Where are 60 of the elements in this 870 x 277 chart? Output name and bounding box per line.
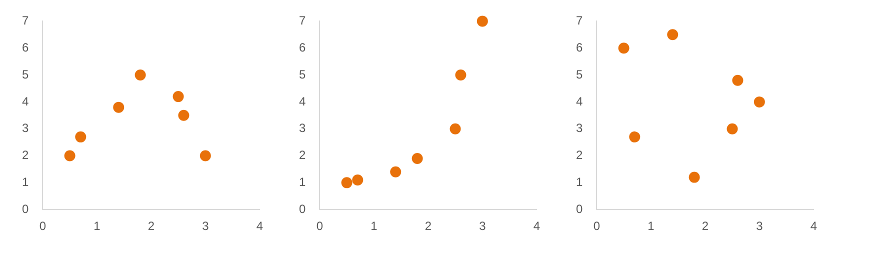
- point: [200, 150, 211, 162]
- point: [134, 70, 146, 81]
- x-tick-label: 2: [148, 219, 155, 234]
- point: [732, 74, 744, 86]
- point: [341, 177, 352, 188]
- x-tick-label: 4: [810, 219, 818, 234]
- point: [113, 102, 124, 113]
- y-tick-label: 6: [576, 40, 583, 54]
- y-tick-label: 3: [576, 121, 583, 136]
- y-tick-label: 0: [22, 202, 29, 216]
- y-tick-label: 3: [22, 121, 29, 136]
- point: [172, 91, 184, 102]
- y-tick-label: 0: [576, 202, 583, 216]
- y-tick-label: 4: [298, 94, 306, 108]
- point: [75, 131, 86, 142]
- point: [178, 110, 190, 121]
- point: [629, 131, 640, 142]
- y-tick-label: 1: [22, 175, 29, 189]
- y-tick-label: 6: [298, 40, 306, 54]
- x-tick-label: 4: [256, 219, 264, 234]
- x-tick-label: 1: [648, 219, 655, 234]
- point: [476, 16, 488, 27]
- x-tick-label: 4: [533, 219, 540, 234]
- point: [64, 150, 76, 162]
- y-tick-label: 1: [576, 175, 583, 189]
- y-tick-label: 5: [576, 67, 583, 82]
- x-tick-label: 0: [316, 219, 324, 234]
- x-tick-label: 3: [202, 219, 210, 234]
- y-tick-label: 7: [298, 14, 306, 28]
- point: [455, 70, 466, 81]
- point: [618, 42, 630, 54]
- y-tick-label: 6: [22, 40, 29, 54]
- point: [412, 152, 423, 164]
- y-tick-label: 3: [298, 121, 306, 136]
- point: [667, 29, 678, 40]
- x-tick-label: 3: [479, 219, 486, 234]
- y-tick-label: 5: [298, 67, 306, 82]
- point: [450, 123, 461, 134]
- point: [390, 166, 402, 178]
- y-tick-label: 4: [22, 94, 29, 108]
- point: [726, 123, 738, 134]
- y-tick-label: 2: [22, 148, 29, 162]
- y-tick-label: 4: [576, 94, 583, 108]
- y-tick-label: 5: [22, 67, 29, 82]
- point: [688, 172, 700, 183]
- y-tick-label: 7: [576, 14, 583, 28]
- x-tick-label: 2: [702, 219, 709, 234]
- x-tick-label: 3: [756, 219, 764, 234]
- y-tick-label: 1: [298, 175, 306, 189]
- point: [754, 96, 765, 108]
- y-tick-label: 7: [22, 14, 29, 28]
- x-tick-label: 1: [370, 219, 378, 234]
- y-tick-label: 0: [298, 202, 306, 216]
- x-tick-label: 1: [94, 219, 101, 234]
- x-tick-label: 0: [593, 219, 600, 234]
- x-tick-label: 2: [424, 219, 432, 234]
- y-tick-label: 2: [576, 148, 583, 162]
- point: [352, 174, 364, 186]
- y-tick-label: 2: [298, 148, 306, 162]
- x-tick-label: 0: [39, 219, 46, 234]
